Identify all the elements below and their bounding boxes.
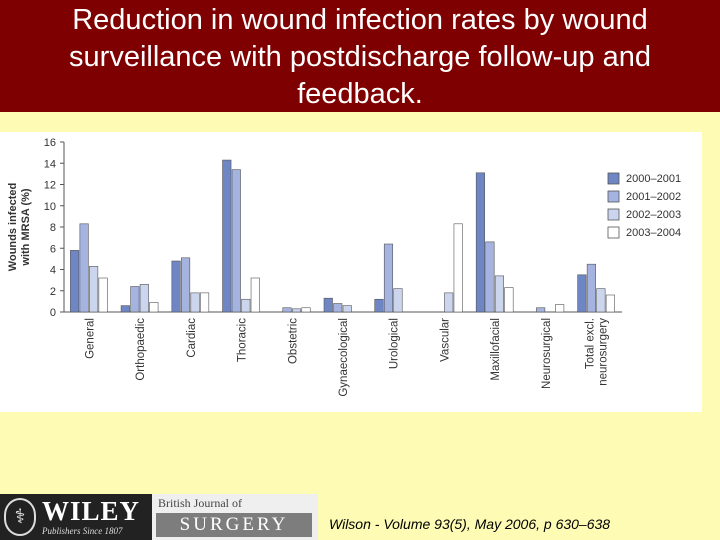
bar-general-0 [70, 250, 80, 313]
legend-swatch [607, 226, 620, 239]
bar-orthopaedic-3 [149, 302, 159, 313]
x-tick-label: General [84, 318, 96, 359]
bar-obstetric-3 [301, 307, 311, 313]
slide-title: Reduction in wound infection rates by wo… [0, 0, 720, 112]
bar-general-3 [98, 277, 108, 313]
bar-vascular-3 [453, 223, 463, 313]
x-tick-label: Maxillofacial [490, 318, 502, 381]
bar-general-2 [89, 266, 99, 313]
bar-total-excl-neurosurgery-3 [605, 294, 615, 313]
bar-vascular-2 [444, 292, 454, 313]
legend-swatch [607, 172, 620, 185]
x-tick-label: Urological [389, 318, 401, 369]
x-tick-label: Thoracic [237, 318, 249, 362]
bar-gynaecological-1 [333, 303, 343, 313]
bar-maxillofacial-0 [475, 172, 485, 313]
legend-swatch [607, 190, 620, 203]
x-tick-label: Cardiac [186, 318, 198, 358]
slide-title-line-1: Reduction in wound infection rates by wo… [72, 4, 648, 36]
bar-thoracic-0 [222, 159, 232, 313]
publisher-logos: ⚕ WILEY Publishers Since 1807 British Jo… [0, 494, 318, 540]
y-axis-label: Wounds infectedwith MRSA (%) [7, 183, 32, 271]
bar-urological-1 [383, 243, 394, 313]
y-tick-label: 4 [50, 265, 56, 277]
y-tick-label: 14 [44, 158, 56, 170]
bar-orthopaedic-2 [139, 284, 149, 313]
bar-urological-0 [374, 298, 384, 313]
slide-title-line-2: surveillance with postdischarge follow-u… [69, 41, 651, 73]
bar-orthopaedic-1 [130, 286, 140, 313]
bar-gynaecological-0 [323, 297, 333, 313]
legend-label: 2003–2004 [626, 227, 681, 239]
legend-label: 2001–2002 [626, 191, 681, 203]
y-tick-label: 8 [50, 222, 56, 234]
y-tick-label: 12 [44, 180, 56, 192]
journal-logo: British Journal of SURGERY [152, 494, 318, 540]
wiley-logo: ⚕ WILEY Publishers Since 1807 [0, 494, 152, 540]
bar-general-1 [79, 223, 89, 313]
citation: Wilson - Volume 93(5), May 2006, p 630–6… [329, 516, 611, 532]
wiley-logo-subtext: Publishers Since 1807 [42, 526, 123, 536]
x-tick-label: Vascular [439, 318, 451, 362]
x-tick-label: Total excl.neurosurgery [585, 318, 610, 386]
bar-orthopaedic-0 [120, 305, 130, 313]
legend-label: 2002–2003 [626, 209, 681, 221]
legend-swatch [607, 208, 620, 221]
bar-obstetric-2 [291, 308, 302, 313]
wiley-logo-text: WILEY [42, 496, 141, 526]
y-tick-label: 6 [50, 243, 56, 255]
bar-thoracic-3 [250, 277, 260, 313]
bar-neurosurgical-3 [555, 304, 565, 313]
bar-chart: 0 2 4 6 8 10 12 14 16 Wounds infectedwith MRSA (%… [7, 137, 681, 397]
x-tick-label: Orthopaedic [135, 318, 147, 381]
y-tick-label: 16 [44, 137, 56, 149]
bar-obstetric-1 [282, 307, 292, 313]
journal-logo-bottom: SURGERY [156, 513, 312, 537]
y-tick-label: 0 [50, 307, 56, 319]
bar-neurosurgical-1 [536, 307, 546, 313]
bar-thoracic-1 [231, 169, 241, 313]
bar-cardiac-2 [190, 292, 200, 313]
bar-cardiac-3 [200, 292, 210, 313]
bar-gynaecological-2 [342, 305, 352, 313]
bar-total-excl-neurosurgery-0 [577, 274, 587, 313]
x-tick-label: Obstetric [287, 318, 299, 364]
wiley-emblem-icon: ⚕ [4, 498, 36, 536]
bar-cardiac-0 [171, 260, 181, 313]
y-tick-label: 2 [50, 286, 56, 298]
bar-thoracic-2 [241, 298, 251, 313]
chart-panel: 0 2 4 6 8 10 12 14 16 Wounds infectedwith MRSA (%… [0, 132, 702, 412]
y-tick-label: 10 [44, 201, 56, 213]
legend-label: 2000–2001 [626, 173, 681, 185]
bar-cardiac-1 [181, 257, 191, 313]
slide-title-line-3: feedback. [297, 78, 423, 110]
bar-maxillofacial-2 [494, 275, 504, 313]
bar-total-excl-neurosurgery-2 [596, 288, 606, 313]
journal-logo-top: British Journal of [158, 496, 242, 510]
bar-maxillofacial-1 [485, 241, 495, 313]
bar-total-excl-neurosurgery-1 [586, 263, 596, 313]
bar-maxillofacial-3 [504, 287, 514, 313]
x-tick-label: Gynaecological [338, 318, 350, 397]
bar-urological-2 [393, 288, 403, 313]
x-tick-label: Neurosurgical [541, 318, 553, 389]
